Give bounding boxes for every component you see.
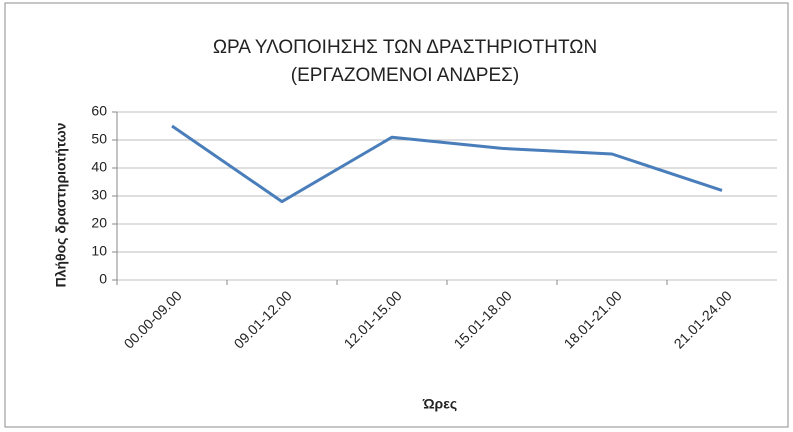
y-tick-label: 10 — [91, 243, 107, 259]
y-tick-label: 50 — [91, 131, 107, 147]
y-tick-label: 30 — [91, 187, 107, 203]
line-series — [171, 124, 723, 204]
x-axis-title: Ώρες — [422, 396, 457, 412]
y-axis-title: Πλήθος δραστηριοτήτων — [53, 122, 69, 287]
chart-subtitle: (ΕΡΓΑΖΟΜΕΝΟΙ ΑΝΔΡΕΣ) — [291, 65, 519, 86]
y-tick-label: 0 — [99, 271, 107, 287]
y-tick-label: 40 — [91, 159, 107, 175]
y-tick-label: 60 — [91, 103, 107, 119]
y-tick-label: 20 — [91, 215, 107, 231]
chart-border — [4, 2, 789, 428]
chart-title: ΩΡΑ ΥΛΟΠΟΙΗΣΗΣ ΤΩΝ ΔΡΑΣΤΗΡΙΟΤΗΤΩΝ — [213, 37, 597, 58]
